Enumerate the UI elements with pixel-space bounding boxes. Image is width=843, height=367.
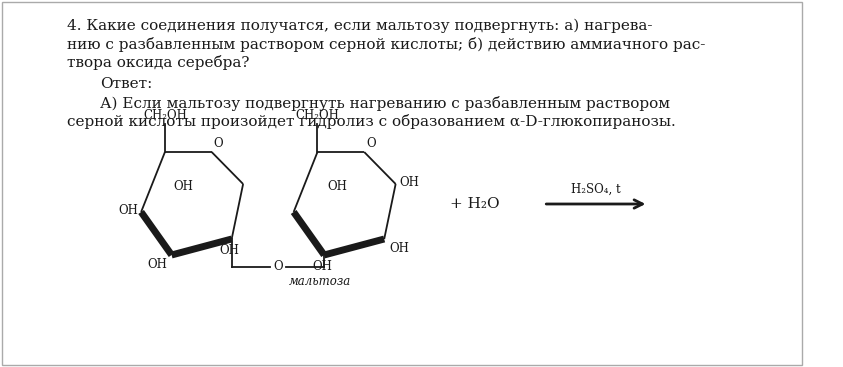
Text: OH: OH xyxy=(174,181,193,193)
Text: O: O xyxy=(366,137,376,150)
Text: серной кислоты произойдет гидролиз с образованием α-D-глюкопиранозы.: серной кислоты произойдет гидролиз с обр… xyxy=(67,114,675,129)
Text: OH: OH xyxy=(312,260,332,273)
Text: CH₂OH: CH₂OH xyxy=(296,109,340,122)
Text: OH: OH xyxy=(220,244,239,257)
Text: нию с разбавленным раствором серной кислоты; б) действию аммиачного рас-: нию с разбавленным раствором серной кисл… xyxy=(67,37,705,52)
Text: OH: OH xyxy=(118,203,138,217)
Text: OH: OH xyxy=(327,181,346,193)
Text: А) Если мальтозу подвергнуть нагреванию с разбавленным раствором: А) Если мальтозу подвергнуть нагреванию … xyxy=(100,96,670,111)
Text: H₂SO₄, t: H₂SO₄, t xyxy=(571,183,620,196)
Text: + H₂O: + H₂O xyxy=(450,197,500,211)
Text: O: O xyxy=(213,137,223,150)
Text: Ответ:: Ответ: xyxy=(100,77,153,91)
Text: твора оксида серебра?: твора оксида серебра? xyxy=(67,55,250,70)
Text: CH₂OH: CH₂OH xyxy=(143,109,187,122)
Text: OH: OH xyxy=(147,258,167,271)
Text: 4. Какие соединения получатся, если мальтозу подвергнуть: а) нагрева-: 4. Какие соединения получатся, если маль… xyxy=(67,19,652,33)
Text: O: O xyxy=(273,261,282,273)
Text: OH: OH xyxy=(400,175,419,189)
Text: мальтоза: мальтоза xyxy=(289,275,352,288)
Text: OH: OH xyxy=(389,242,409,255)
